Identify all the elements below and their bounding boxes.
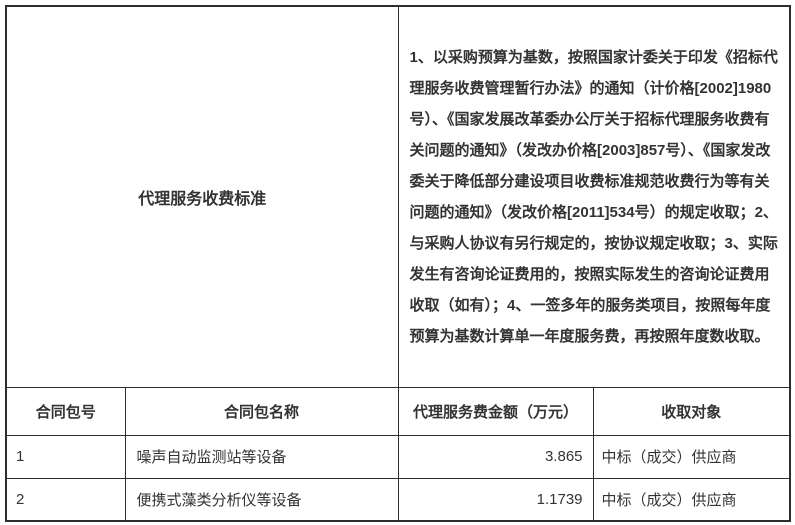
agency-fee-table: 代理服务收费标准 1、以采购预算为基数，按照国家计委关于印发《招标代理服务收费管… bbox=[5, 5, 792, 522]
col-header-package-name: 合同包名称 bbox=[124, 386, 399, 436]
charge-target-value: 中标（成交）供应商 bbox=[592, 477, 791, 522]
col-header-charge-target: 收取对象 bbox=[592, 386, 791, 436]
charge-target-value: 中标（成交）供应商 bbox=[592, 434, 791, 479]
fee-amount-value: 3.865 bbox=[397, 434, 594, 479]
fee-amount-value: 1.1739 bbox=[397, 477, 594, 522]
package-name-value: 噪声自动监测站等设备 bbox=[124, 434, 399, 479]
table-row: 2 便携式藻类分析仪等设备 1.1739 中标（成交）供应商 bbox=[5, 477, 791, 522]
fee-standard-label: 代理服务收费标准 bbox=[5, 5, 399, 388]
package-name-value: 便携式藻类分析仪等设备 bbox=[124, 477, 399, 522]
table-header-row: 合同包号 合同包名称 代理服务费金额（万元） 收取对象 bbox=[5, 386, 791, 436]
fee-standard-row: 代理服务收费标准 1、以采购预算为基数，按照国家计委关于印发《招标代理服务收费管… bbox=[5, 5, 791, 388]
table-row: 1 噪声自动监测站等设备 3.865 中标（成交）供应商 bbox=[5, 434, 791, 479]
package-no-value: 2 bbox=[5, 477, 126, 522]
col-header-package-no: 合同包号 bbox=[5, 386, 126, 436]
fee-standard-description: 1、以采购预算为基数，按照国家计委关于印发《招标代理服务收费管理暂行办法》的通知… bbox=[397, 5, 791, 388]
package-no-value: 1 bbox=[5, 434, 126, 479]
col-header-fee-amount: 代理服务费金额（万元） bbox=[397, 386, 594, 436]
